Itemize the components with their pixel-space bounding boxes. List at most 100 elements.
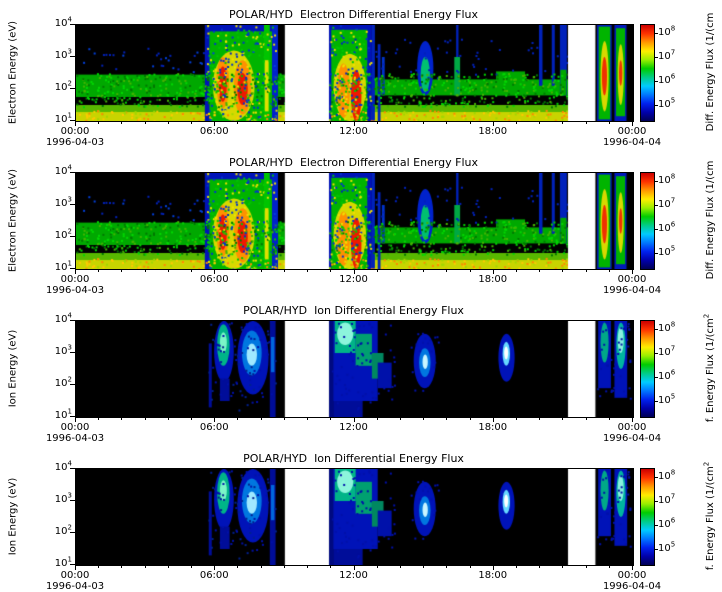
- y-tick-mark: [70, 236, 75, 237]
- x-minor-tick-mark: [446, 418, 448, 420]
- x-minor-tick-mark: [423, 270, 425, 272]
- y-tick-mark: [70, 564, 75, 565]
- y-tick-mark: [70, 120, 75, 121]
- x-minor-tick-mark: [446, 566, 448, 568]
- x-minor-tick-mark: [399, 418, 401, 420]
- x-minor-tick-mark: [539, 566, 541, 568]
- y-tick-mark: [70, 268, 75, 269]
- y-tick-mark: [70, 468, 75, 469]
- y-tick-label: 103: [54, 47, 72, 61]
- x-minor-tick-mark: [376, 566, 378, 568]
- x-minor-tick-mark: [260, 122, 262, 124]
- x-minor-tick-mark: [144, 566, 146, 568]
- x-minor-tick-mark: [330, 418, 332, 420]
- colorbar-tick-mark: [655, 500, 658, 502]
- spectrogram-plot: [75, 24, 634, 122]
- x-minor-tick-mark: [283, 418, 285, 420]
- x-axis-date-start: 1996-04-03: [45, 137, 105, 148]
- x-minor-tick-mark: [260, 418, 262, 420]
- y-axis-label: Electron Energy (eV): [7, 20, 19, 125]
- x-minor-tick-mark: [469, 566, 471, 568]
- colorbar-tick-mark: [655, 476, 658, 478]
- x-tick-mark: [214, 270, 216, 274]
- x-tick-label: 12:00: [339, 126, 368, 137]
- x-minor-tick-mark: [191, 566, 193, 568]
- x-minor-tick-mark: [98, 270, 100, 272]
- x-minor-tick-mark: [283, 566, 285, 568]
- x-tick-mark: [492, 418, 494, 422]
- x-minor-tick-mark: [144, 418, 146, 420]
- x-minor-tick-mark: [376, 418, 378, 420]
- y-tick-mark: [70, 532, 75, 533]
- x-minor-tick-mark: [283, 122, 285, 124]
- x-tick-label: 18:00: [478, 274, 508, 285]
- x-tick-mark: [632, 418, 633, 422]
- colorbar: [640, 172, 655, 270]
- x-tick-label: 18:00: [478, 570, 508, 581]
- x-tick-mark: [492, 566, 494, 570]
- colorbar-tick-label: 106: [658, 368, 676, 382]
- spectrogram-panel: POLAR/HYD Ion Differential Energy Flux I…: [0, 296, 722, 444]
- colorbar-tick-mark: [655, 80, 658, 82]
- x-tick-label: 00:00: [617, 274, 647, 285]
- x-minor-tick-mark: [539, 122, 541, 124]
- x-minor-tick-mark: [562, 566, 564, 568]
- colorbar-tick-mark: [655, 204, 658, 206]
- x-tick-mark: [492, 122, 494, 126]
- x-tick-mark: [214, 566, 216, 570]
- x-tick-mark: [353, 418, 355, 422]
- x-minor-tick-mark: [446, 270, 448, 272]
- y-tick-label: 104: [54, 163, 72, 177]
- x-minor-tick-mark: [376, 122, 378, 124]
- spectrogram-plot: [75, 468, 634, 566]
- x-minor-tick-mark: [167, 122, 169, 124]
- x-minor-tick-mark: [307, 122, 309, 124]
- colorbar-tick-mark: [655, 376, 658, 378]
- y-tick-label: 101: [54, 555, 72, 569]
- x-minor-tick-mark: [330, 270, 332, 272]
- x-minor-tick-mark: [98, 418, 100, 420]
- x-minor-tick-mark: [167, 270, 169, 272]
- x-tick-label: 06:00: [199, 126, 229, 137]
- x-minor-tick-mark: [423, 566, 425, 568]
- y-tick-mark: [70, 384, 75, 385]
- x-minor-tick-mark: [515, 566, 517, 568]
- y-tick-label: 104: [54, 15, 72, 29]
- x-minor-tick-mark: [260, 270, 262, 272]
- x-minor-tick-mark: [399, 270, 401, 272]
- y-tick-label: 104: [54, 459, 72, 473]
- y-axis-label: Ion Energy (eV): [7, 477, 19, 556]
- x-tick-label: 00:00: [60, 570, 90, 581]
- y-tick-label: 101: [54, 407, 72, 421]
- y-tick-mark: [70, 56, 75, 57]
- colorbar: [640, 320, 655, 418]
- y-tick-label: 103: [54, 195, 72, 209]
- x-minor-tick-mark: [608, 418, 610, 420]
- y-tick-mark: [70, 172, 75, 173]
- y-tick-mark: [70, 88, 75, 89]
- x-minor-tick-mark: [307, 418, 309, 420]
- x-minor-tick-mark: [585, 122, 587, 124]
- x-minor-tick-mark: [144, 122, 146, 124]
- y-tick-mark: [70, 416, 75, 417]
- panel-title: POLAR/HYD Ion Differential Energy Flux: [243, 304, 464, 317]
- x-tick-label: 18:00: [478, 126, 508, 137]
- colorbar-tick-label: 105: [658, 392, 676, 406]
- x-minor-tick-mark: [98, 122, 100, 124]
- y-tick-label: 102: [54, 227, 72, 241]
- y-tick-label: 102: [54, 523, 72, 537]
- x-axis-date-end: 1996-04-04: [602, 137, 662, 148]
- colorbar-label: Diff. Energy Flux (1/(cm: [705, 12, 716, 132]
- y-tick-mark: [70, 320, 75, 321]
- x-minor-tick-mark: [121, 270, 123, 272]
- x-axis-date-end: 1996-04-04: [602, 433, 662, 444]
- x-axis-date-start: 1996-04-03: [45, 433, 105, 444]
- y-tick-mark: [70, 24, 75, 25]
- x-minor-tick-mark: [237, 122, 239, 124]
- x-tick-label: 06:00: [199, 422, 229, 433]
- x-minor-tick-mark: [98, 566, 100, 568]
- x-tick-label: 12:00: [339, 570, 368, 581]
- x-minor-tick-mark: [237, 418, 239, 420]
- x-minor-tick-mark: [237, 270, 239, 272]
